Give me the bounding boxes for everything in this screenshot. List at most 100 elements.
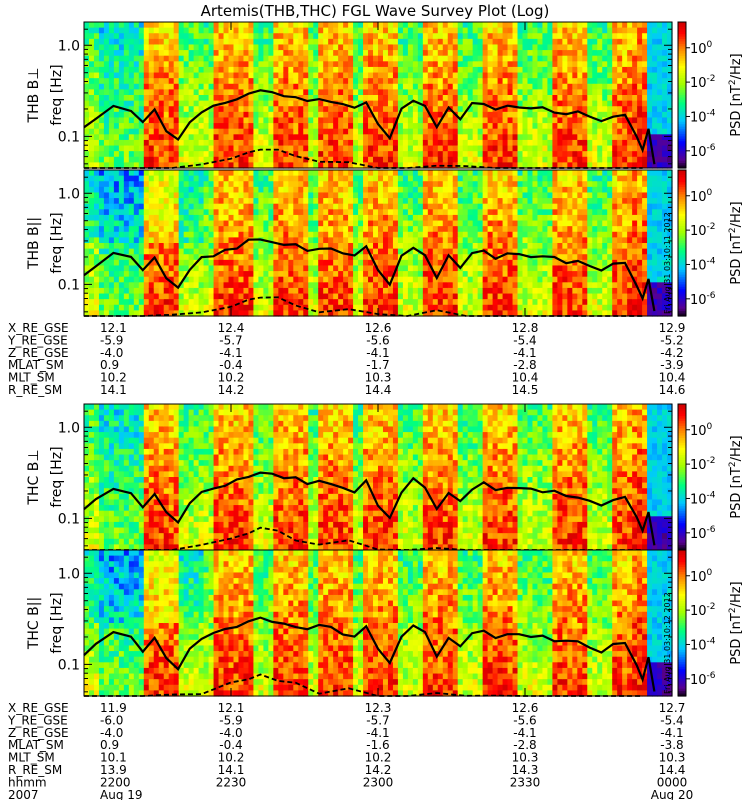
spectrogram-cell: [218, 111, 225, 119]
spectrogram-cell: [128, 134, 135, 141]
spectrogram-cell: [193, 72, 200, 79]
spectrogram-cell: [84, 151, 90, 158]
spectrogram-cell: [368, 181, 374, 188]
spectrogram-cell: [348, 151, 354, 158]
spectrogram-cell: [567, 78, 573, 85]
spectrogram-cell: [303, 276, 309, 283]
spectrogram-cell: [422, 170, 429, 177]
spectrogram-cell: [467, 106, 474, 113]
spectrogram-cell: [397, 186, 404, 194]
spectrogram-cell: [353, 276, 359, 283]
spectrogram-cell: [128, 181, 135, 188]
spectrogram-cell: [263, 198, 269, 205]
spectrogram-cell: [397, 145, 404, 152]
spectrogram-cell: [392, 220, 399, 227]
spectrogram-cell: [657, 156, 663, 163]
spectrogram-cell: [417, 111, 424, 119]
spectrogram-cell: [382, 145, 389, 152]
spectrogram-cell: [437, 139, 444, 147]
spectrogram-cell: [652, 22, 658, 29]
spectrogram-cell: [84, 214, 90, 222]
spectrogram-cell: [462, 134, 469, 141]
spectrogram-cell: [253, 226, 259, 233]
spectrogram-cell: [308, 50, 314, 57]
spectrogram-cell: [447, 22, 454, 29]
spectrogram-cell: [158, 170, 165, 177]
spectrogram-cell: [153, 304, 160, 311]
spectrogram-cell: [203, 156, 210, 163]
spectrogram-cell: [512, 117, 519, 124]
spectrogram-cell: [492, 55, 499, 62]
spectrogram-cell: [113, 214, 120, 222]
spectrogram-cell: [223, 237, 230, 244]
spectrogram-cell: [318, 151, 324, 158]
spectrogram-cell: [238, 111, 245, 119]
spectrogram-cell: [647, 44, 653, 51]
spectrogram-cell: [183, 78, 190, 85]
spectrogram-cell: [128, 61, 135, 68]
spectrogram-cell: [662, 156, 668, 163]
spectrogram-cell: [278, 243, 284, 250]
colorbar-segment: [678, 148, 686, 152]
spectrogram-cell: [507, 72, 514, 79]
spectrogram-cell: [407, 123, 414, 130]
spectrogram-cell: [373, 50, 379, 57]
spectrogram-cell: [223, 145, 230, 152]
spectrogram-cell: [208, 237, 215, 244]
spectrogram-cell: [163, 170, 170, 177]
spectrogram-cell: [148, 123, 155, 130]
spectrogram-cell: [358, 265, 364, 272]
spectrogram-cell: [522, 55, 529, 62]
spectrogram-cell: [248, 310, 255, 317]
spectrogram-cell: [487, 27, 494, 34]
spectrogram-cell: [208, 78, 215, 85]
spectrogram-cell: [308, 243, 314, 250]
spectrogram-cell: [512, 128, 519, 135]
spectrogram-cell: [373, 111, 379, 119]
spectrogram-cell: [168, 95, 175, 102]
spectrogram-cell: [288, 128, 294, 135]
spectrogram-cell: [407, 237, 414, 244]
spectrogram-cell: [587, 156, 593, 163]
spectrogram-cell: [477, 117, 484, 124]
spectrogram-cell: [353, 271, 359, 278]
spectrogram-cell: [417, 170, 424, 177]
spectrogram-cell: [562, 117, 568, 124]
spectrogram-cell: [407, 271, 414, 278]
spectrogram-cell: [273, 192, 279, 199]
spectrogram-cell: [567, 50, 573, 57]
spectrogram-cell: [557, 89, 563, 96]
spectrogram-cell: [527, 33, 534, 40]
spectrogram-cell: [88, 304, 95, 311]
spectrogram-cell: [343, 186, 349, 194]
spectrogram-cell: [527, 139, 534, 147]
spectrogram-cell: [133, 282, 140, 289]
spectrogram-cell: [382, 117, 389, 124]
spectrogram-cell: [303, 248, 309, 255]
spectrogram-cell: [537, 145, 544, 152]
spectrogram-cell: [333, 214, 339, 222]
spectrogram-cell: [273, 61, 279, 68]
spectrogram-cell: [667, 38, 673, 46]
spectrogram-cell: [128, 310, 135, 317]
spectrogram-cell: [557, 44, 563, 51]
spectrogram-cell: [378, 151, 384, 158]
spectrogram-cell: [253, 231, 259, 238]
spectrogram-cell: [502, 145, 509, 152]
spectrogram-cell: [333, 287, 339, 295]
spectrogram-cell: [572, 156, 578, 163]
spectrogram-cell: [363, 214, 369, 222]
spectrogram-cell: [88, 293, 95, 300]
spectrogram-cell: [153, 134, 160, 141]
spectrogram-cell: [273, 78, 279, 85]
spectrogram-cell: [93, 111, 100, 119]
spectrogram-cell: [527, 78, 534, 85]
spectrogram-cell: [113, 293, 120, 300]
spectrogram-cell: [392, 254, 399, 261]
spectrogram-cell: [517, 134, 524, 141]
spectrogram-cell: [427, 181, 434, 188]
spectrogram-cell: [198, 156, 205, 163]
spectrogram-cell: [522, 27, 529, 34]
spectrogram-cell: [193, 111, 200, 119]
spectrogram-cell: [557, 111, 563, 119]
